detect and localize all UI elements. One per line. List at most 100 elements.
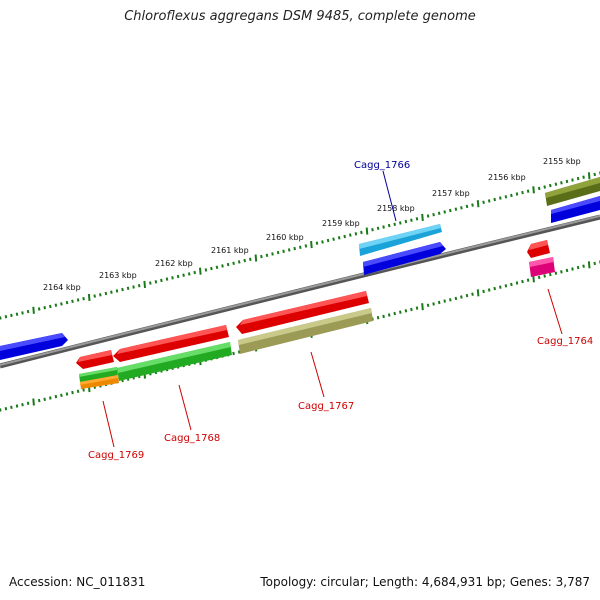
gene-cagg-1769[interactable] [79,367,119,389]
ruler-minor-tick [115,289,119,293]
ruler-minor-tick [376,316,380,320]
ruler-minor-tick [54,303,58,307]
ruler-minor-tick [204,268,208,272]
ruler-minor-tick [560,181,563,185]
ruler-minor-tick [160,278,163,283]
ruler-minor-tick [132,285,135,289]
genome-summary-text: Topology: circular; Length: 4,684,931 bp… [260,575,590,589]
ruler-minor-tick [410,307,413,312]
gene-upper-blue-right[interactable] [551,196,600,223]
ruler-minor-tick [4,407,8,411]
ruler-major-tick [143,280,146,288]
ruler-minor-tick [221,264,224,268]
ruler-minor-tick [276,250,280,255]
ruler-minor-tick [426,214,430,218]
ruler-minor-tick [21,311,24,315]
map-title: Chloroflexus aggregans DSM 9485, complet… [124,9,476,24]
ruler-minor-tick [399,221,402,225]
ruler-minor-tick [126,286,130,290]
ruler-minor-tick [504,195,508,199]
ruler-major-tick [365,227,369,235]
leader-cagg-1768 [178,384,192,431]
ruler-minor-tick [521,279,524,284]
leader-cagg-1767 [310,351,325,398]
ruler-minor-tick [15,404,19,408]
ruler-minor-tick [337,236,341,240]
ruler-minor-tick [65,300,69,305]
ruler-minor-tick [54,394,58,399]
ruler-minor-tick [554,271,558,275]
ruler-minor-tick [454,296,458,301]
ruler-label-2155: 2155 kbp [543,157,581,166]
ruler-minor-tick [582,264,585,268]
ruler-minor-tick [82,388,85,392]
ruler-minor-tick [482,200,485,204]
ruler-minor-tick [371,228,374,232]
ruler-minor-tick [193,270,196,275]
gene-upper-blue-left[interactable] [0,333,68,360]
accession-text: Accession: NC_011831 [9,575,146,589]
ruler-label-2164: 2164 kbp [43,283,81,292]
gene-cagg-1768[interactable] [117,342,232,381]
gene-cagg-1769-red[interactable] [76,350,114,369]
ruler-minor-tick [521,190,524,195]
gene-upper-olive[interactable] [545,177,600,206]
ruler-minor-tick [437,211,441,215]
ruler-major-tick [587,172,591,180]
ruler-major-tick [476,289,480,297]
ruler-minor-tick [415,306,419,310]
gene-label-cagg-1767[interactable]: Cagg_1767 [298,401,354,412]
ruler-minor-tick [554,182,558,186]
gene-upper-blue-mid[interactable] [363,242,446,275]
ruler-minor-tick [404,219,408,224]
gene-cagg-1764[interactable] [529,257,555,277]
ruler-minor-tick [499,196,502,200]
ruler-label-2162: 2162 kbp [155,259,193,268]
ruler-minor-tick [382,314,385,319]
gene-cagg-1768-red[interactable] [113,325,229,362]
ruler-minor-tick [393,222,396,226]
ruler-minor-tick [265,253,269,257]
ruler-minor-tick [99,293,102,297]
ruler-minor-tick [321,240,324,244]
ruler-minor-tick [187,272,191,276]
ruler-minor-tick [571,178,574,182]
gene-cagg-1767-red[interactable] [236,291,369,334]
ruler-minor-tick [171,276,174,280]
genome-backbone-highlight [0,215,600,366]
ruler-minor-tick [232,261,235,265]
ruler-minor-tick [332,237,335,241]
ruler-minor-tick [510,282,513,287]
ruler-minor-tick [399,310,402,314]
ruler-minor-tick [121,287,124,292]
ruler-minor-tick [243,258,246,263]
gene-label-cagg-1769[interactable]: Cagg_1769 [88,450,144,461]
ruler-minor-tick [154,280,158,284]
ruler-minor-tick [26,309,30,314]
gene-small-red-right[interactable] [527,240,550,258]
ruler-major-tick [421,213,424,221]
ruler-minor-tick [460,206,463,210]
ruler-major-tick [476,200,480,208]
ruler-minor-tick [543,185,546,189]
ruler-minor-tick [49,304,52,309]
gene-cagg-1767[interactable] [238,308,373,354]
ruler-minor-tick [360,230,363,235]
ruler-minor-tick [37,398,41,403]
gene-label-cagg-1766[interactable]: Cagg_1766 [354,160,410,171]
ruler-minor-tick [387,313,391,317]
gene-label-cagg-1764[interactable]: Cagg_1764 [537,336,593,347]
ruler-minor-tick [549,183,552,188]
ruler-label-2163: 2163 kbp [99,271,137,280]
ruler-minor-tick [510,193,513,198]
ruler-minor-tick [110,290,113,294]
gene-label-cagg-1768[interactable]: Cagg_1768 [164,433,220,444]
ruler-minor-tick [76,389,80,393]
ruler-minor-tick [137,284,141,288]
ruler-minor-tick [15,312,19,316]
ruler-minor-tick [43,397,46,401]
ruler-minor-tick [299,245,302,249]
ruler-minor-tick [232,351,235,356]
ruler-minor-tick [493,286,496,291]
gene-cagg-1766[interactable] [359,224,442,256]
